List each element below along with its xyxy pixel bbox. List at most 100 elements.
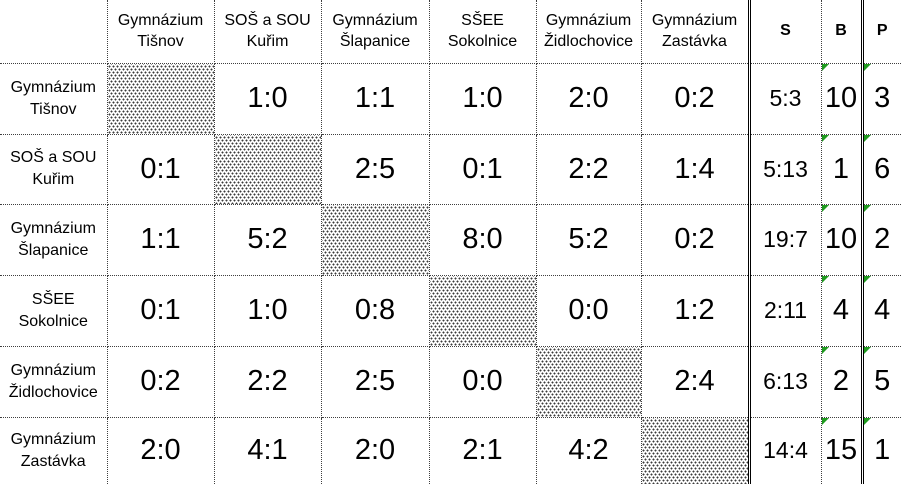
score-sum-cell[interactable]: 14:4 [747,416,822,484]
score-cell[interactable]: 1:1 [320,62,430,135]
score-cell[interactable]: 1:0 [213,274,322,347]
score-cell[interactable]: 4:1 [213,416,322,484]
score-cell[interactable]: 8:0 [428,203,537,276]
rank-cell[interactable]: 1 [860,416,901,484]
points-value: 2 [832,365,850,397]
points-value: 10 [824,223,858,255]
col-header-kurim[interactable]: SOŠ a SOU Kuřim [213,0,322,64]
score-cell[interactable]: 2:0 [320,416,430,484]
score-cell[interactable]: 2:1 [428,416,537,484]
score-cell[interactable]: 0:2 [106,345,215,418]
points-value: 1 [832,152,850,185]
score-cell[interactable]: 0:0 [535,274,642,347]
error-indicator-icon [865,347,871,354]
score-cell[interactable]: 5:2 [535,203,642,276]
rank-cell[interactable]: 6 [860,133,901,205]
score-cell[interactable]: 0:8 [320,274,430,347]
points-cell[interactable]: 10 [820,62,863,135]
diagonal-pattern-cell[interactable] [428,274,537,347]
score-cell[interactable]: 4:2 [535,416,642,484]
score-cell[interactable]: 2:5 [320,133,430,205]
points-cell[interactable]: 4 [820,274,863,347]
col-header-tisnov[interactable]: Gymnázium Tišnov [106,0,215,64]
col-header-zidlochovice[interactable]: Gymnázium Židlochovice [535,0,642,64]
score-cell[interactable]: 2:0 [535,62,642,135]
col-header-s[interactable]: S [747,0,822,64]
score-cell[interactable]: 1:1 [106,203,215,276]
header-row: Gymnázium Tišnov SOŠ a SOU Kuřim Gymnázi… [0,0,901,64]
points-cell[interactable]: 15 [820,416,863,484]
col-header-sokolnice[interactable]: SŠEE Sokolnice [428,0,537,64]
table-row-slapanice: Gymnázium Šlapanice 1:1 5:2 8:0 5:2 0:2 … [0,203,901,276]
score-sum-cell[interactable]: 5:3 [747,62,822,135]
error-indicator-icon [822,135,829,142]
score-sum-cell[interactable]: 2:11 [747,274,822,347]
error-indicator-icon [822,205,829,212]
points-cell[interactable]: 2 [820,345,863,418]
rank-value: 5 [874,365,891,397]
score-cell[interactable]: 0:1 [106,274,215,347]
rank-cell[interactable]: 2 [860,203,901,276]
diagonal-pattern-cell[interactable] [535,345,642,418]
score-cell[interactable]: 0:1 [428,133,537,205]
points-value: 4 [832,294,850,326]
score-cell[interactable]: 2:2 [213,345,322,418]
score-sum-cell[interactable]: 5:13 [747,133,822,205]
row-header-zastavka[interactable]: Gymnázium Zastávka [0,416,108,484]
score-cell[interactable]: 5:2 [213,203,322,276]
score-sum-cell[interactable]: 6:13 [747,345,822,418]
rank-value: 6 [874,152,891,185]
rank-cell[interactable]: 3 [860,62,901,135]
score-cell[interactable]: 0:1 [106,133,215,205]
table-row-tisnov: Gymnázium Tišnov 1:0 1:1 1:0 2:0 0:2 5:3… [0,62,901,135]
error-indicator-icon [865,64,871,71]
row-header-tisnov[interactable]: Gymnázium Tišnov [0,62,108,135]
points-cell[interactable]: 10 [820,203,863,276]
error-indicator-icon [865,205,871,212]
score-cell[interactable]: 1:0 [428,62,537,135]
col-header-zastavka[interactable]: Gymnázium Zastávka [640,0,750,64]
rank-value: 1 [874,434,891,467]
score-cell[interactable]: 1:4 [640,133,750,205]
score-cell[interactable]: 1:0 [213,62,322,135]
row-header-slapanice[interactable]: Gymnázium Šlapanice [0,203,108,276]
score-cell[interactable]: 0:2 [640,203,750,276]
score-cell[interactable]: 2:5 [320,345,430,418]
diagonal-pattern-cell[interactable] [106,62,215,135]
table-row-kurim: SOŠ a SOU Kuřim 0:1 2:5 0:1 2:2 1:4 5:13… [0,133,901,205]
table-row-zastavka: Gymnázium Zastávka 2:0 4:1 2:0 2:1 4:2 1… [0,416,901,484]
col-header-slapanice[interactable]: Gymnázium Šlapanice [320,0,430,64]
rank-value: 2 [874,223,891,255]
score-sum-cell[interactable]: 19:7 [747,203,822,276]
points-cell[interactable]: 1 [820,133,863,205]
rank-cell[interactable]: 5 [860,345,901,418]
score-cell[interactable]: 2:2 [535,133,642,205]
rank-value: 3 [874,82,891,114]
row-header-kurim[interactable]: SOŠ a SOU Kuřim [0,133,108,205]
table-row-zidlochovice: Gymnázium Židlochovice 0:2 2:2 2:5 0:0 2… [0,345,901,418]
error-indicator-icon [865,276,871,283]
error-indicator-icon [822,276,829,283]
score-cell[interactable]: 2:0 [106,416,215,484]
col-header-p[interactable]: P [860,0,901,64]
points-value: 15 [824,434,858,467]
error-indicator-icon [822,418,829,425]
rank-value: 4 [874,294,891,326]
diagonal-pattern-cell[interactable] [640,416,750,484]
diagonal-pattern-cell[interactable] [320,203,430,276]
points-value: 10 [824,82,858,114]
diagonal-pattern-cell[interactable] [213,133,322,205]
corner-cell[interactable] [0,0,108,64]
error-indicator-icon [865,135,871,142]
score-cell[interactable]: 0:2 [640,62,750,135]
score-cell[interactable]: 1:2 [640,274,750,347]
error-indicator-icon [865,418,871,425]
row-header-sokolnice[interactable]: SŠEE Sokolnice [0,274,108,347]
rank-cell[interactable]: 4 [860,274,901,347]
score-cell[interactable]: 2:4 [640,345,750,418]
score-cell[interactable]: 0:0 [428,345,537,418]
col-header-b[interactable]: B [820,0,863,64]
row-header-zidlochovice[interactable]: Gymnázium Židlochovice [0,345,108,418]
